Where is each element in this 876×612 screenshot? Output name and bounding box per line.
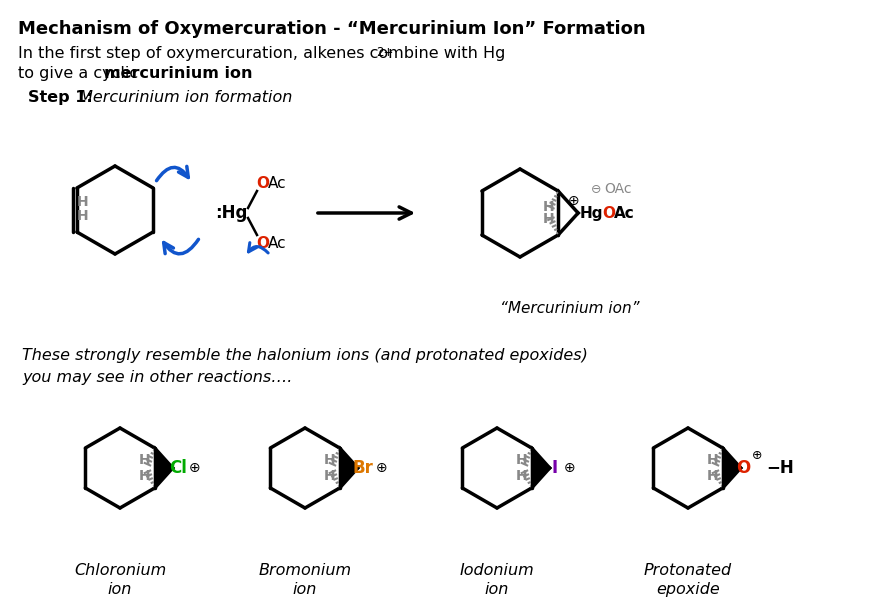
Text: H: H: [77, 195, 88, 209]
Text: Chloronium
ion: Chloronium ion: [74, 563, 166, 597]
Polygon shape: [155, 448, 173, 488]
Text: H: H: [707, 469, 718, 483]
Text: Iodonium
ion: Iodonium ion: [460, 563, 534, 597]
Text: H: H: [707, 453, 718, 467]
Text: Ac: Ac: [614, 206, 635, 220]
Text: H: H: [542, 200, 554, 214]
Text: These strongly resemble the halonium ions (and protonated epoxides): These strongly resemble the halonium ion…: [22, 348, 588, 363]
Text: H: H: [542, 212, 554, 226]
Text: I: I: [552, 459, 558, 477]
Text: O: O: [737, 459, 751, 477]
Text: H: H: [324, 453, 336, 467]
Text: Br: Br: [352, 459, 373, 477]
Text: ⊕: ⊕: [189, 461, 201, 475]
Text: Protonated
epoxide: Protonated epoxide: [644, 563, 732, 597]
Polygon shape: [723, 448, 740, 488]
Text: −H: −H: [766, 459, 795, 477]
Text: OAc: OAc: [604, 182, 632, 196]
Text: to give a cyclic: to give a cyclic: [18, 66, 144, 81]
Text: H: H: [516, 453, 527, 467]
Text: ⊕: ⊕: [564, 461, 576, 475]
Text: O: O: [602, 206, 615, 220]
Text: ⊕: ⊕: [568, 194, 579, 208]
Text: 2+: 2+: [376, 46, 393, 59]
Text: H: H: [77, 209, 88, 223]
Text: :Hg: :Hg: [215, 204, 247, 222]
Text: ⊕: ⊕: [752, 449, 762, 461]
Text: H: H: [324, 469, 336, 483]
Text: O: O: [256, 236, 269, 250]
Text: “Mercurinium ion”: “Mercurinium ion”: [500, 301, 639, 316]
Text: H: H: [138, 453, 151, 467]
Text: Mechanism of Oxymercuration - “Mercurinium Ion” Formation: Mechanism of Oxymercuration - “Mercurini…: [18, 20, 646, 38]
Text: Ac: Ac: [268, 236, 286, 250]
Text: ⊕: ⊕: [376, 461, 387, 475]
Text: mercurinium ion: mercurinium ion: [104, 66, 252, 81]
Text: Ac: Ac: [268, 176, 286, 190]
Polygon shape: [340, 448, 357, 488]
Text: ⊖: ⊖: [590, 182, 601, 195]
Text: O: O: [256, 176, 269, 190]
Polygon shape: [532, 448, 549, 488]
Text: Step 1:: Step 1:: [28, 90, 93, 105]
Text: Mercurinium ion formation: Mercurinium ion formation: [74, 90, 293, 105]
Text: Cl: Cl: [169, 459, 187, 477]
Text: Hg: Hg: [580, 206, 604, 220]
Text: H: H: [516, 469, 527, 483]
Text: you may see in other reactions….: you may see in other reactions….: [22, 370, 293, 385]
Text: In the first step of oxymercuration, alkenes combine with Hg: In the first step of oxymercuration, alk…: [18, 46, 505, 61]
Text: Bromonium
ion: Bromonium ion: [258, 563, 351, 597]
Text: H: H: [138, 469, 151, 483]
